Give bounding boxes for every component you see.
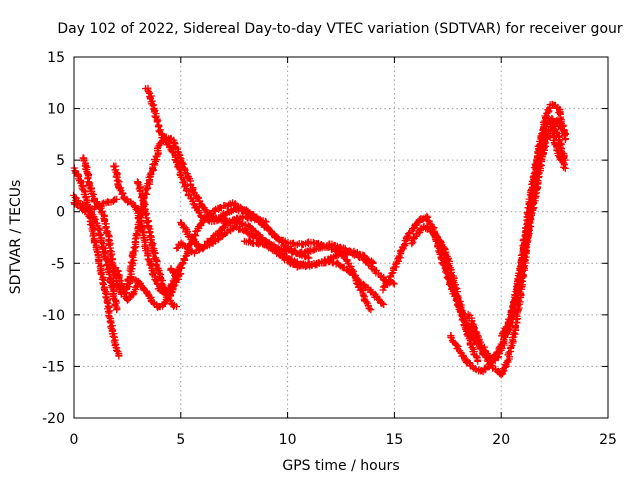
series-track-9 xyxy=(134,178,180,311)
y-tick-label: 15 xyxy=(47,50,65,66)
x-tick-label: 10 xyxy=(279,432,297,448)
y-tick-label: -15 xyxy=(42,359,65,375)
series-track-13 xyxy=(240,237,377,270)
y-tick-label: 0 xyxy=(56,205,65,221)
y-tick-label: -5 xyxy=(51,256,65,272)
plot-frame xyxy=(73,56,609,419)
x-tick-label: 0 xyxy=(70,432,79,448)
x-axis-title: GPS time / hours xyxy=(282,458,399,474)
y-tick-label: -20 xyxy=(42,411,65,427)
data-points xyxy=(70,84,570,379)
marker-path xyxy=(498,129,569,340)
marker-path xyxy=(240,237,377,270)
x-tick-label: 25 xyxy=(599,432,617,448)
y-tick-label: -10 xyxy=(42,308,65,324)
marker-path xyxy=(173,215,388,308)
y-tick-label: 10 xyxy=(47,102,65,118)
x-tick-label: 15 xyxy=(385,432,403,448)
y-axis-title: SDTVAR / TECUs xyxy=(8,180,24,295)
x-tick-label: 20 xyxy=(492,432,510,448)
marker-path xyxy=(134,178,180,311)
y-tick-label: 5 xyxy=(56,153,65,169)
series-track-10 xyxy=(173,215,388,308)
series-track-20 xyxy=(498,129,569,340)
axis-ticks xyxy=(73,56,609,419)
tick-labels: 0 5 10 15 20 25 -20 -15 -10 -5 0 5 10 15 xyxy=(42,50,617,448)
chart-title: Day 102 of 2022, Sidereal Day-to-day VTE… xyxy=(57,21,623,37)
x-tick-label: 5 xyxy=(176,432,185,448)
